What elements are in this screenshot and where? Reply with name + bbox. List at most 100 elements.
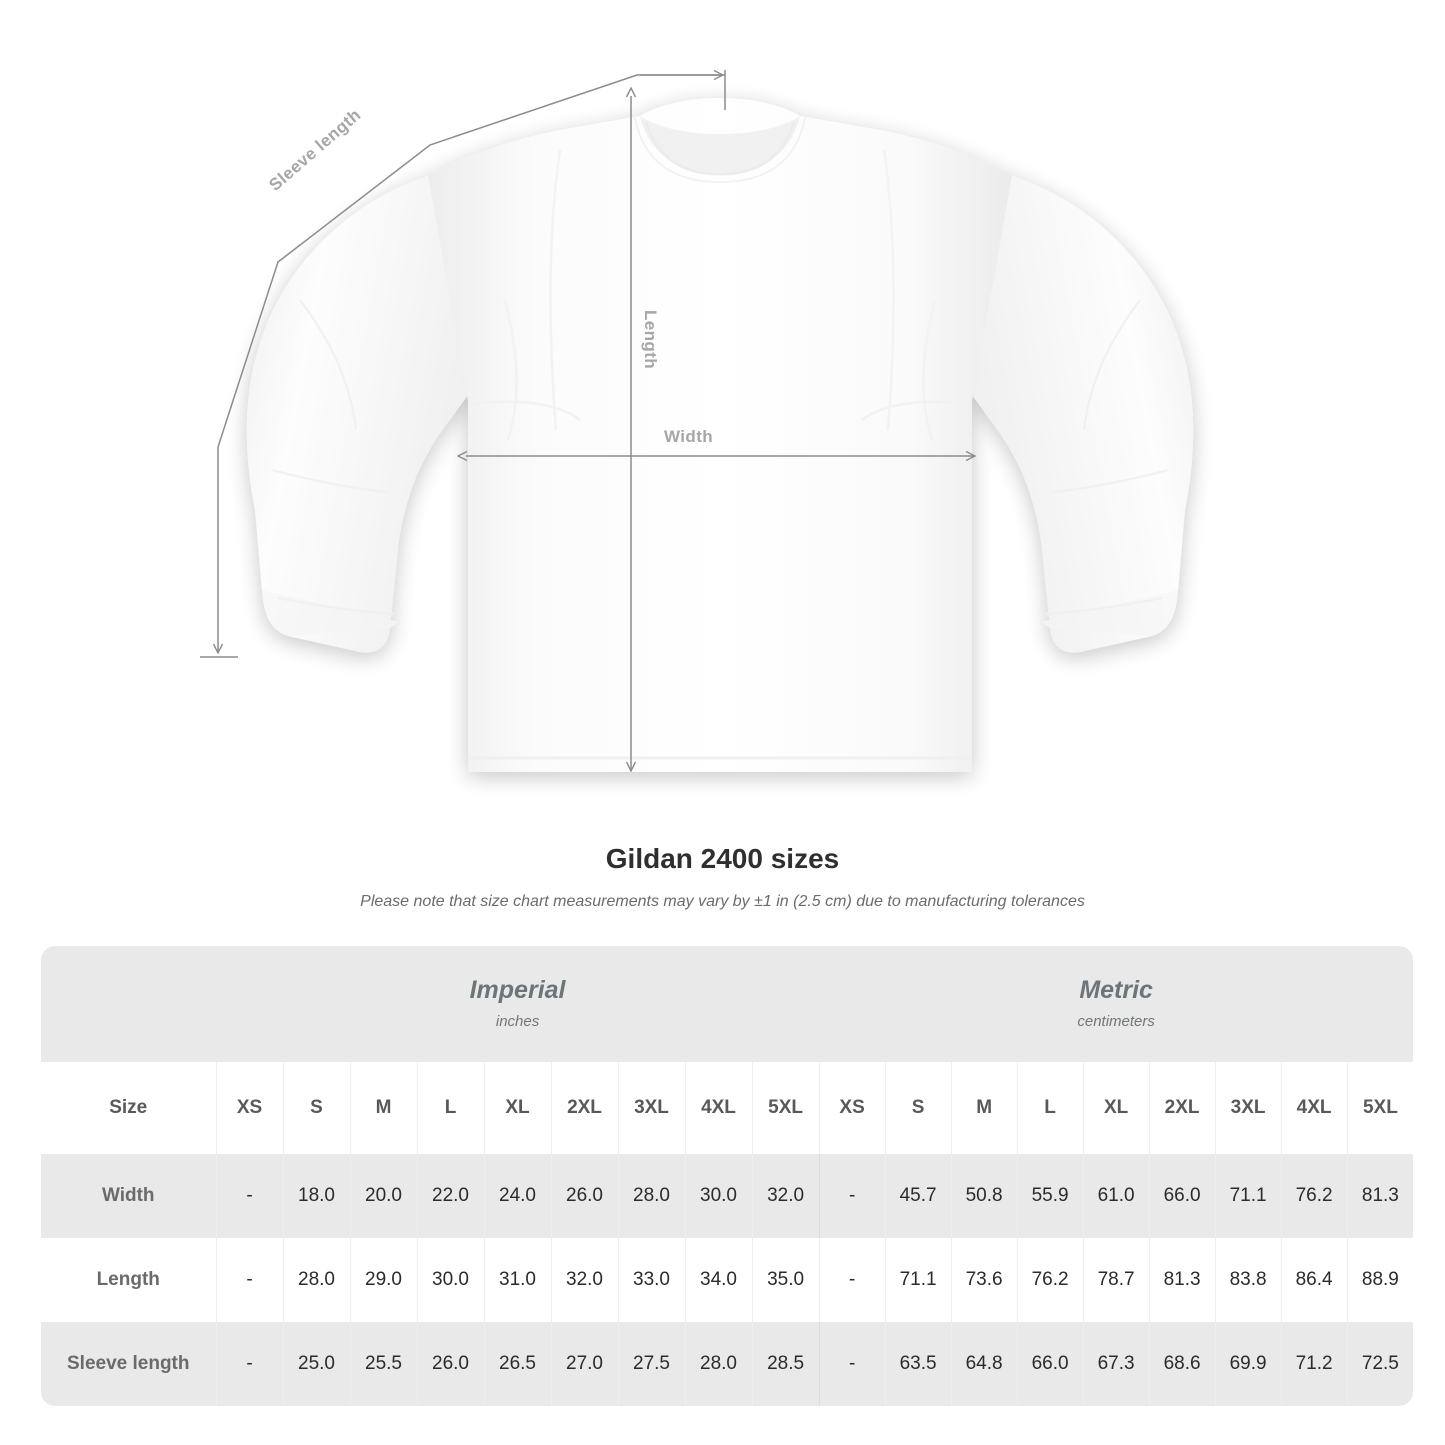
size-chart-table-wrapper: Imperial inches Metric centimeters Size … — [41, 946, 1414, 1406]
cell-sleeve-imperial-l: 26.0 — [416, 1322, 484, 1406]
header-size-metric-m: M — [950, 1062, 1018, 1154]
cell-width-imperial-xs: - — [215, 1154, 283, 1238]
row-label-sleeve-length: Sleeve length — [41, 1322, 216, 1406]
cell-length-imperial-2xl: 32.0 — [550, 1238, 618, 1322]
cell-sleeve-imperial-s: 25.0 — [282, 1322, 350, 1406]
cell-length-metric-2xl: 81.3 — [1148, 1238, 1216, 1322]
cell-width-imperial-4xl: 30.0 — [684, 1154, 752, 1238]
cell-width-imperial-3xl: 28.0 — [617, 1154, 685, 1238]
unit-band-spacer — [41, 946, 216, 1062]
sleeve-length-line — [217, 74, 638, 448]
cell-sleeve-imperial-2xl: 27.0 — [550, 1322, 618, 1406]
cell-width-metric-s: 45.7 — [884, 1154, 952, 1238]
cell-sleeve-imperial-3xl: 27.5 — [617, 1322, 685, 1406]
cell-sleeve-metric-2xl: 68.6 — [1148, 1322, 1216, 1406]
header-size-metric-xs: XS — [818, 1062, 886, 1154]
header-size-imperial-3xl: 3XL — [617, 1062, 685, 1154]
header-size-metric-l: L — [1016, 1062, 1084, 1154]
cell-sleeve-metric-xs: - — [818, 1322, 886, 1406]
cell-length-imperial-m: 29.0 — [349, 1238, 417, 1322]
cell-sleeve-imperial-xl: 26.5 — [483, 1322, 551, 1406]
unit-cell-imperial: Imperial inches — [216, 946, 820, 1062]
cell-length-metric-s: 71.1 — [884, 1238, 952, 1322]
cell-width-imperial-l: 22.0 — [416, 1154, 484, 1238]
header-size-imperial-4xl: 4XL — [684, 1062, 752, 1154]
cell-length-metric-xs: - — [818, 1238, 886, 1322]
cell-width-metric-xs: - — [818, 1154, 886, 1238]
header-size-metric-4xl: 4XL — [1280, 1062, 1348, 1154]
cell-width-metric-5xl: 81.3 — [1346, 1154, 1414, 1238]
cell-length-metric-4xl: 86.4 — [1280, 1238, 1348, 1322]
cell-length-imperial-xs: - — [215, 1238, 283, 1322]
cell-length-metric-3xl: 83.8 — [1214, 1238, 1282, 1322]
cell-sleeve-metric-3xl: 69.9 — [1214, 1322, 1282, 1406]
row-label-length: Length — [41, 1238, 216, 1322]
table-row: Sleeve length - 25.0 25.5 26.0 26.5 27.0… — [41, 1322, 1414, 1406]
cell-sleeve-imperial-xs: - — [215, 1322, 283, 1406]
width-label: Width — [664, 427, 714, 446]
cell-length-imperial-s: 28.0 — [282, 1238, 350, 1322]
unit-sub-metric: centimeters — [1077, 1013, 1155, 1030]
unit-cell-metric: Metric centimeters — [819, 946, 1414, 1062]
title-block: Gildan 2400 sizes Please note that size … — [0, 842, 1445, 912]
cell-width-metric-3xl: 71.1 — [1214, 1154, 1282, 1238]
cell-sleeve-imperial-5xl: 28.5 — [751, 1322, 820, 1406]
cell-width-metric-m: 50.8 — [950, 1154, 1018, 1238]
cell-sleeve-imperial-4xl: 28.0 — [684, 1322, 752, 1406]
garment-diagram: Sleeve length Length Width — [200, 0, 1194, 772]
header-size-metric-5xl: 5XL — [1346, 1062, 1414, 1154]
unit-name-metric: Metric — [1079, 976, 1153, 1004]
tolerance-note: Please note that size chart measurements… — [360, 893, 1085, 910]
cell-width-metric-xl: 61.0 — [1082, 1154, 1150, 1238]
table-row: Length - 28.0 29.0 30.0 31.0 32.0 33.0 3… — [41, 1238, 1414, 1322]
cell-sleeve-metric-l: 66.0 — [1016, 1322, 1084, 1406]
cell-width-metric-4xl: 76.2 — [1280, 1154, 1348, 1238]
cell-sleeve-metric-m: 64.8 — [950, 1322, 1018, 1406]
cell-width-imperial-xl: 24.0 — [483, 1154, 551, 1238]
cell-sleeve-imperial-m: 25.5 — [349, 1322, 417, 1406]
cell-length-imperial-xl: 31.0 — [483, 1238, 551, 1322]
cell-sleeve-metric-4xl: 71.2 — [1280, 1322, 1348, 1406]
cell-width-imperial-s: 18.0 — [282, 1154, 350, 1238]
header-size-label: Size — [41, 1062, 216, 1154]
cell-width-metric-2xl: 66.0 — [1148, 1154, 1216, 1238]
cell-length-imperial-5xl: 35.0 — [751, 1238, 820, 1322]
cell-length-metric-5xl: 88.9 — [1346, 1238, 1414, 1322]
header-size-metric-xl: XL — [1082, 1062, 1150, 1154]
header-size-imperial-m: M — [349, 1062, 417, 1154]
measurement-lines — [200, 70, 974, 770]
cell-length-metric-m: 73.6 — [950, 1238, 1018, 1322]
garment-illustration — [200, 0, 1194, 772]
cell-length-metric-xl: 78.7 — [1082, 1238, 1150, 1322]
cell-length-imperial-4xl: 34.0 — [684, 1238, 752, 1322]
cell-length-metric-l: 76.2 — [1016, 1238, 1084, 1322]
unit-name-imperial: Imperial — [469, 976, 566, 1004]
header-size-imperial-xl: XL — [483, 1062, 551, 1154]
cell-sleeve-metric-5xl: 72.5 — [1346, 1322, 1414, 1406]
unit-band-row: Imperial inches Metric centimeters — [41, 946, 1414, 1062]
header-size-imperial-xs: XS — [215, 1062, 283, 1154]
header-size-imperial-2xl: 2XL — [550, 1062, 618, 1154]
shirt-body-shape — [246, 98, 1194, 772]
cell-width-imperial-2xl: 26.0 — [550, 1154, 618, 1238]
cell-length-imperial-3xl: 33.0 — [617, 1238, 685, 1322]
cell-length-imperial-l: 30.0 — [416, 1238, 484, 1322]
header-size-metric-s: S — [884, 1062, 952, 1154]
header-size-imperial-l: L — [416, 1062, 484, 1154]
header-size-metric-2xl: 2XL — [1148, 1062, 1216, 1154]
table-row: Width - 18.0 20.0 22.0 24.0 26.0 28.0 30… — [41, 1154, 1414, 1238]
cell-width-imperial-m: 20.0 — [349, 1154, 417, 1238]
length-label: Length — [641, 310, 660, 370]
header-size-imperial-s: S — [282, 1062, 350, 1154]
cell-sleeve-metric-s: 63.5 — [884, 1322, 952, 1406]
cell-width-imperial-5xl: 32.0 — [751, 1154, 820, 1238]
unit-sub-imperial: inches — [495, 1013, 540, 1030]
cell-sleeve-metric-xl: 67.3 — [1082, 1322, 1150, 1406]
size-header-row: Size XS S M L XL 2XL 3XL 4XL 5XL XS S M … — [41, 1062, 1414, 1154]
row-label-width: Width — [41, 1154, 216, 1238]
page-title: Gildan 2400 sizes — [605, 843, 840, 874]
header-size-imperial-5xl: 5XL — [751, 1062, 820, 1154]
size-chart-table: Imperial inches Metric centimeters Size … — [41, 946, 1414, 1406]
cell-width-metric-l: 55.9 — [1016, 1154, 1084, 1238]
header-size-metric-3xl: 3XL — [1214, 1062, 1282, 1154]
